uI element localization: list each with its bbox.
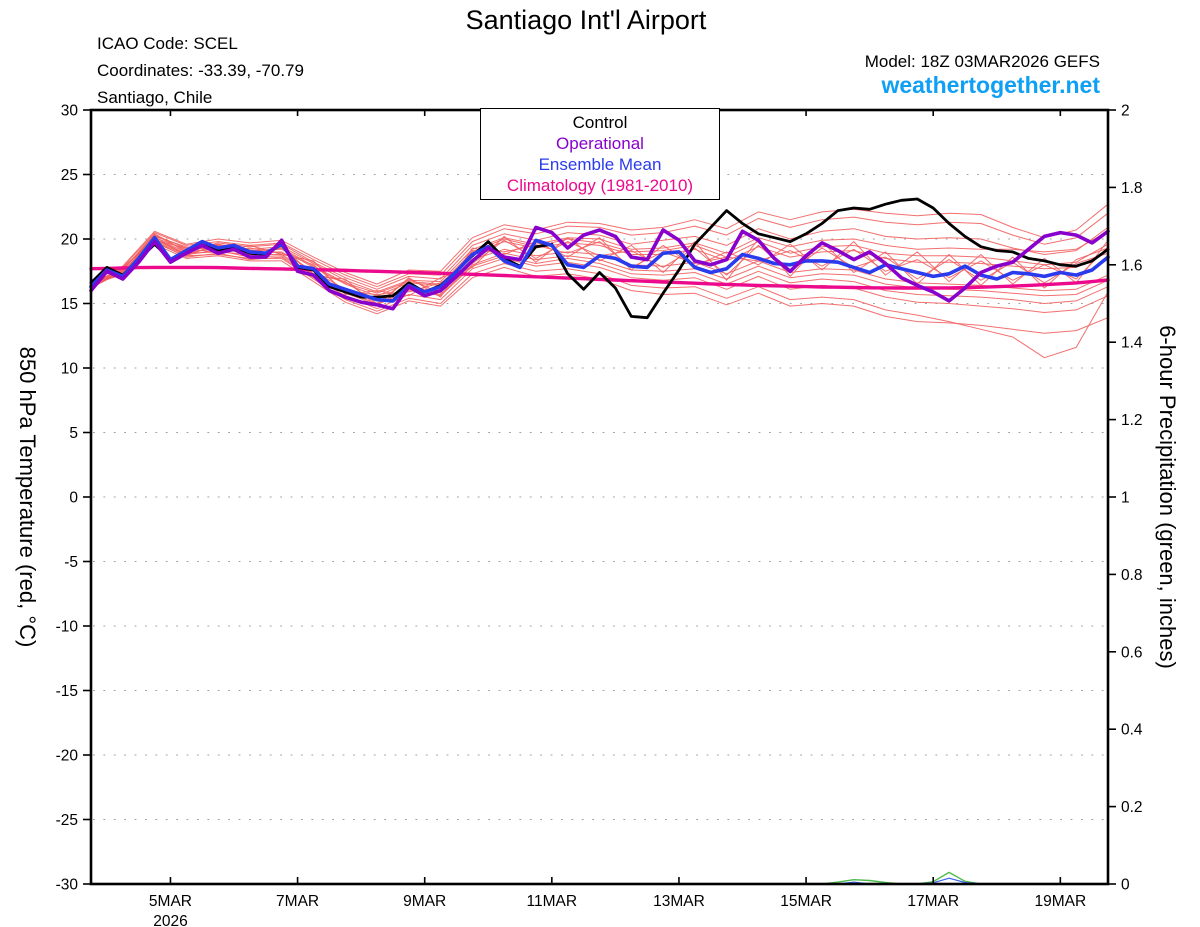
right-axis-tick-label: 1.2: [1121, 412, 1143, 429]
series-line-ensemble-mean: [89, 235, 1110, 303]
axis-title-temperature: 850 hPa Temperature (red, °C): [15, 346, 40, 648]
left-axis-tick-label: -10: [56, 619, 79, 636]
legend-entry: Control: [572, 113, 628, 132]
left-axis-tick-label: -20: [56, 748, 79, 765]
right-axis-tick-label: 2: [1121, 103, 1130, 120]
date-tick-label: 11MAR: [527, 893, 578, 910]
right-axis-tick-label: 1.8: [1121, 180, 1143, 197]
left-axis-tick-label: -5: [64, 554, 78, 571]
station-info: ICAO Code: SCEL Coordinates: -33.39, -70…: [97, 30, 304, 111]
legend: Control Operational Ensemble Mean Climatolo…: [480, 108, 720, 200]
left-axis-tick-label: -25: [56, 812, 78, 829]
ensemble-member-line: [90, 212, 1109, 289]
left-axis-tick-label: -30: [56, 877, 79, 894]
station-location: Santiago, Chile: [97, 88, 213, 107]
right-axis-tick-label: 0.8: [1121, 567, 1143, 584]
date-tick-label: 7MAR: [276, 893, 319, 910]
date-tick-label: 19MAR: [1034, 893, 1086, 910]
date-tick-label: 5MAR: [149, 893, 192, 910]
left-axis-tick-label: 30: [61, 103, 79, 120]
ensemble-member-line: [90, 235, 1109, 297]
left-axis-tick-label: 0: [69, 490, 78, 507]
axis-title-precipitation: 6-hour Precipitation (green, inches): [1155, 325, 1180, 669]
legend-entry: Operational: [556, 134, 644, 153]
series-line-climatology-1981-2010-: [89, 265, 1110, 290]
left-axis-tick-label: 25: [61, 167, 78, 184]
ensemble-member-line: [90, 234, 1109, 294]
icao-code: ICAO Code: SCEL: [97, 34, 238, 53]
legend-entry: Climatology (1981-2010): [506, 176, 694, 195]
page-title: Santiago Int'l Airport: [465, 5, 707, 35]
right-axis-tick-label: 1.4: [1121, 335, 1143, 352]
right-axis-tick-label: 1: [1121, 490, 1130, 507]
plot-frame: [89, 108, 1110, 886]
ensemble-member-line: [90, 230, 1109, 293]
series-line-operational: [89, 225, 1110, 311]
date-tick-label: 9MAR: [403, 893, 446, 910]
date-tick-sublabel: 2026: [153, 913, 187, 927]
site-link: weathertogether.net: [881, 72, 1100, 98]
series-line-control-precip: [90, 871, 1109, 885]
model-label: Model: 18Z 03MAR2026 GEFS: [864, 52, 1100, 71]
left-axis-tick-label: -15: [56, 683, 78, 700]
left-axis-tick-label: 15: [61, 296, 78, 313]
date-tick-label: 17MAR: [907, 893, 959, 910]
left-axis-tick-label: 10: [61, 361, 79, 378]
left-axis-tick-label: 20: [61, 232, 79, 249]
date-tick-label: 15MAR: [780, 893, 832, 910]
legend-entry: Ensemble Mean: [538, 155, 662, 174]
station-coordinates: Coordinates: -33.39, -70.79: [97, 61, 304, 80]
right-axis-tick-label: 1.6: [1121, 257, 1143, 274]
right-axis-tick-label: 0.2: [1121, 799, 1143, 816]
date-tick-label: 13MAR: [653, 893, 705, 910]
right-axis-tick-label: 0: [1121, 877, 1130, 894]
ensemble-member-line: [90, 226, 1109, 290]
right-axis-tick-label: 0.4: [1121, 722, 1143, 739]
right-axis-tick-label: 0.6: [1121, 644, 1143, 661]
left-axis-tick-label: 5: [69, 425, 78, 442]
